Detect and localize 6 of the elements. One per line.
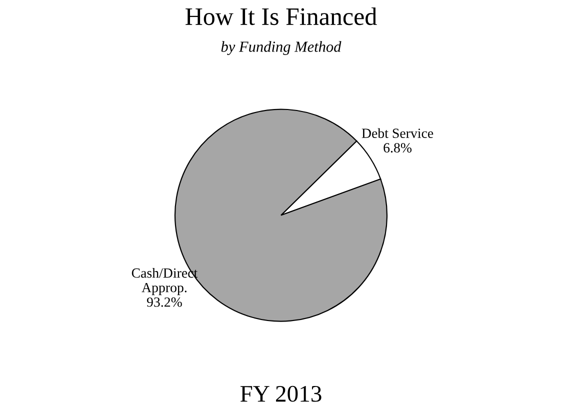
chart-subtitle: by Funding Method	[221, 41, 342, 56]
slice-label: Debt Service	[362, 128, 434, 138]
chart-title: How It Is Financed	[186, 7, 377, 26]
text: FY 2013	[240, 386, 322, 402]
data-label: 6.8%	[384, 143, 412, 153]
data-label: 93.2%	[146, 297, 182, 307]
